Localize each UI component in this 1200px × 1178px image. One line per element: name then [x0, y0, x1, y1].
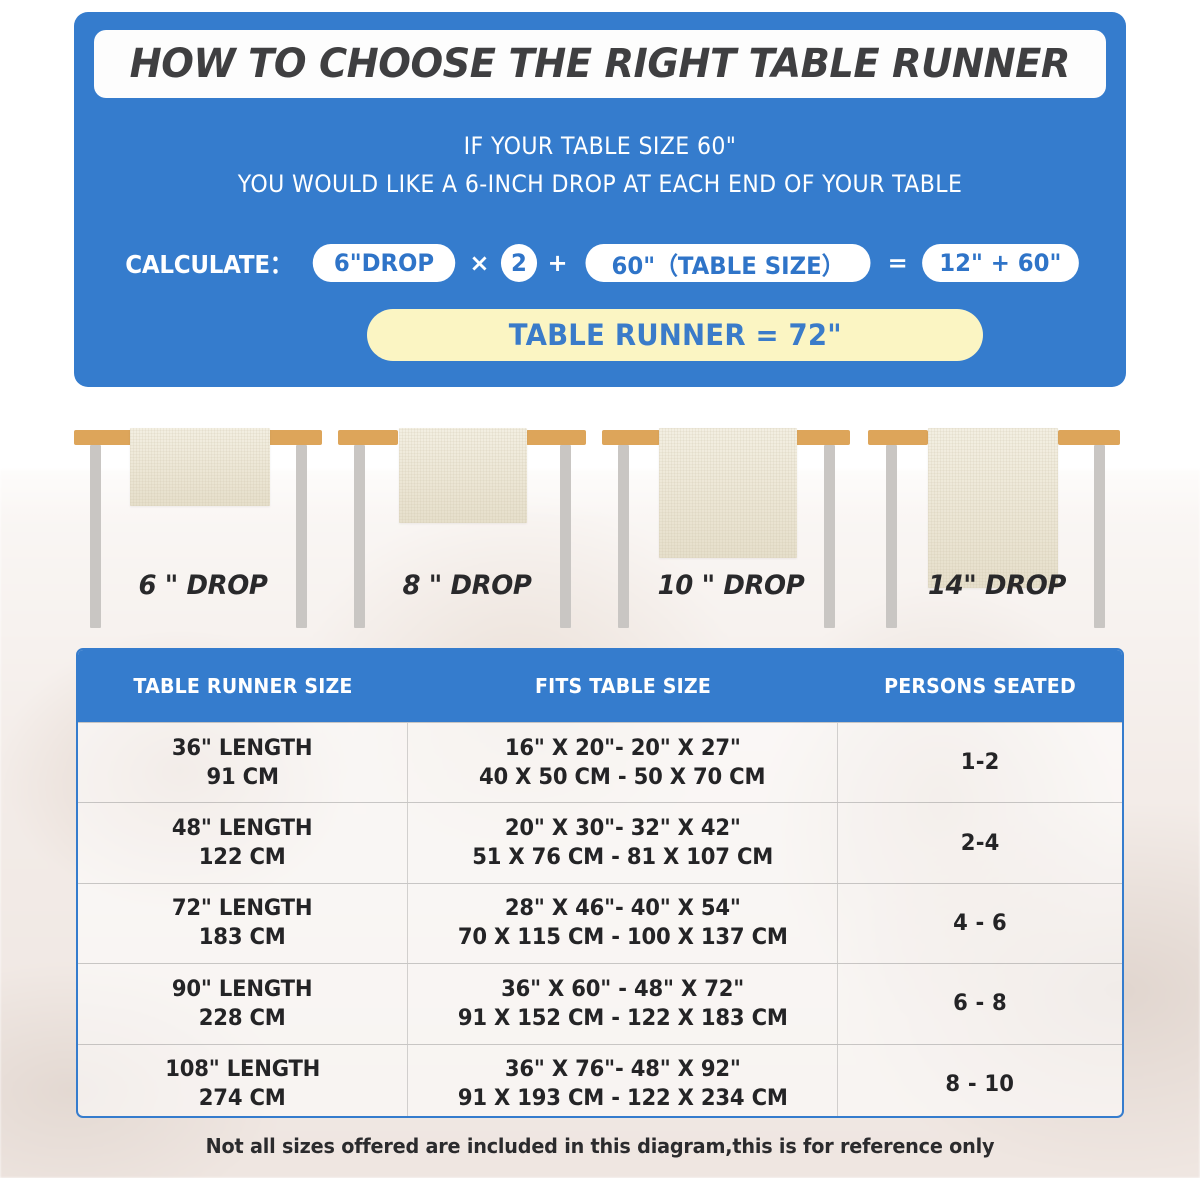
fits-in: 20" X 30"- 32" X 42"	[504, 816, 741, 842]
cell-runner-size: 90" LENGTH 228 CM	[78, 964, 408, 1044]
runner-length-cm: 274 CM	[199, 1086, 286, 1112]
tabletop-left-2	[602, 430, 660, 445]
column-header-persons-seated: PERSONS SEATED	[884, 674, 1076, 698]
runner-length-in: 108" LENGTH	[165, 1057, 320, 1083]
tabletop-right-3	[1058, 430, 1120, 445]
cell-runner-size: 108" LENGTH 274 CM	[78, 1044, 408, 1116]
column-header-fits-table-size: FITS TABLE SIZE	[534, 674, 712, 698]
fits-cm: 40 X 50 CM - 50 X 70 CM	[479, 764, 766, 790]
cell-persons-seated: 4 - 6	[838, 884, 1122, 963]
fits-cm: 91 X 152 CM - 122 X 183 CM	[457, 1005, 788, 1031]
multiply-operator: ×	[469, 249, 490, 277]
header-panel: HOW TO CHOOSE THE RIGHT TABLE RUNNER IF …	[74, 12, 1126, 387]
fits-in: 36" X 60" - 48" X 72"	[501, 976, 744, 1002]
drop-illustration-0: 6 " DROP	[74, 420, 332, 635]
cell-fits-table-size: 36" X 76"- 48" X 92" 91 X 193 CM - 122 X…	[408, 1044, 838, 1116]
tabletop-right-2	[792, 430, 850, 445]
equals-operator: =	[887, 249, 908, 277]
runner-length-cm: 122 CM	[199, 845, 286, 871]
fits-cm: 70 X 115 CM - 100 X 137 CM	[457, 925, 788, 951]
table-row: 36" LENGTH 91 CM 16" X 20"- 20" X 27" 40…	[78, 722, 1122, 803]
table-runner-3	[928, 428, 1058, 588]
table-leg-left-0	[90, 445, 101, 628]
drop-label-0: 6 " DROP	[138, 570, 268, 601]
fits-in: 28" X 46"- 40" X 54"	[504, 896, 741, 922]
persons-value: 4 - 6	[953, 910, 1007, 936]
subtitle-line-2: YOU WOULD LIKE A 6-INCH DROP AT EACH END…	[237, 170, 963, 198]
runner-length-in: 90" LENGTH	[172, 976, 313, 1002]
table-header-row: TABLE RUNNER SIZE FITS TABLE SIZE PERSON…	[78, 650, 1122, 722]
persons-value: 6 - 8	[953, 991, 1007, 1017]
title-box: HOW TO CHOOSE THE RIGHT TABLE RUNNER	[94, 30, 1106, 98]
term-result-pill: 12" + 60"	[921, 244, 1079, 282]
footnote-text: Not all sizes offered are included in th…	[205, 1134, 995, 1158]
calculation-row: CALCULATE： 6"DROP × 2 + 60"（TABLE SIZE） …	[74, 244, 1126, 282]
table-row: 108" LENGTH 274 CM 36" X 76"- 48" X 92" …	[78, 1043, 1122, 1116]
fits-in: 16" X 20"- 20" X 27"	[504, 735, 741, 761]
cell-fits-table-size: 28" X 46"- 40" X 54" 70 X 115 CM - 100 X…	[408, 883, 838, 964]
final-result-pill: TABLE RUNNER = 72"	[367, 309, 983, 361]
column-header-runner-size: TABLE RUNNER SIZE	[133, 674, 353, 698]
fits-in: 36" X 76"- 48" X 92"	[504, 1057, 741, 1083]
tabletop-left-0	[74, 430, 132, 445]
cell-persons-seated: 6 - 8	[838, 964, 1122, 1043]
table-row: 90" LENGTH 228 CM 36" X 60" - 48" X 72" …	[78, 963, 1122, 1044]
drop-label-2: 10 " DROP	[657, 570, 805, 601]
term-drop-pill: 6"DROP	[313, 244, 456, 282]
runner-length-cm: 183 CM	[199, 925, 286, 951]
cell-fits-table-size: 20" X 30"- 32" X 42" 51 X 76 CM - 81 X 1…	[408, 803, 838, 883]
table-row: 48" LENGTH 122 CM 20" X 30"- 32" X 42" 5…	[78, 802, 1122, 883]
table-leg-left-3	[886, 445, 897, 628]
drop-label-3: 14" DROP	[927, 570, 1067, 601]
term-table-size-pill: 60"（TABLE SIZE）	[585, 244, 871, 282]
plus-operator: +	[547, 249, 568, 277]
table-runner-1	[399, 428, 527, 523]
cell-persons-seated: 2-4	[838, 803, 1122, 882]
table-runner-2	[659, 428, 797, 558]
drop-illustration-2: 10 " DROP	[602, 420, 860, 635]
tabletop-right-0	[267, 430, 322, 445]
term-two-pill: 2	[500, 244, 537, 282]
tabletop-left-1	[338, 430, 398, 445]
drop-label-1: 8 " DROP	[402, 570, 532, 601]
calculate-label: CALCULATE：	[124, 250, 293, 279]
runner-length-cm: 228 CM	[199, 1005, 286, 1031]
table-leg-right-0	[296, 445, 307, 628]
table-leg-left-2	[618, 445, 629, 628]
runner-length-in: 36" LENGTH	[172, 735, 313, 761]
tabletop-right-1	[526, 430, 586, 445]
cell-persons-seated: 8 - 10	[838, 1045, 1122, 1116]
table-runner-0	[130, 428, 270, 506]
cell-runner-size: 36" LENGTH 91 CM	[78, 723, 408, 803]
fits-cm: 51 X 76 CM - 81 X 107 CM	[472, 845, 773, 871]
persons-value: 8 - 10	[945, 1071, 1015, 1097]
runner-length-in: 48" LENGTH	[172, 816, 313, 842]
table-row: 72" LENGTH 183 CM 28" X 46"- 40" X 54" 7…	[78, 882, 1122, 964]
drop-illustration-1: 8 " DROP	[338, 420, 596, 635]
persons-value: 2-4	[960, 830, 1000, 856]
table-leg-left-1	[354, 445, 365, 628]
table-leg-right-3	[1094, 445, 1105, 628]
tabletop-left-3	[868, 430, 928, 445]
page-title: HOW TO CHOOSE THE RIGHT TABLE RUNNER	[129, 41, 1071, 87]
drop-illustration-3: 14" DROP	[868, 420, 1126, 635]
cell-persons-seated: 1-2	[838, 723, 1122, 802]
cell-runner-size: 72" LENGTH 183 CM	[78, 883, 408, 964]
final-result-text: TABLE RUNNER = 72"	[508, 318, 842, 352]
cell-fits-table-size: 16" X 20"- 20" X 27" 40 X 50 CM - 50 X 7…	[408, 723, 838, 803]
cell-fits-table-size: 36" X 60" - 48" X 72" 91 X 152 CM - 122 …	[408, 964, 838, 1044]
sizing-table: TABLE RUNNER SIZE FITS TABLE SIZE PERSON…	[76, 648, 1124, 1118]
table-leg-right-1	[560, 445, 571, 628]
drop-illustrations: 6 " DROP 8 " DROP 10 " DROP 1	[74, 420, 1126, 635]
fits-cm: 91 X 193 CM - 122 X 234 CM	[457, 1086, 788, 1112]
cell-runner-size: 48" LENGTH 122 CM	[78, 803, 408, 883]
runner-length-cm: 91 CM	[206, 764, 279, 790]
persons-value: 1-2	[960, 750, 1000, 776]
subtitle-line-1: IF YOUR TABLE SIZE 60"	[463, 132, 737, 160]
runner-length-in: 72" LENGTH	[172, 896, 313, 922]
table-leg-right-2	[824, 445, 835, 628]
